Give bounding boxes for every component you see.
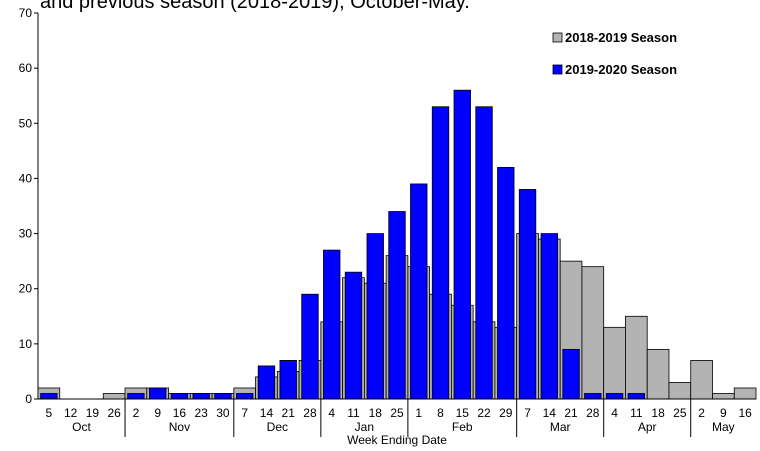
legend-label: 2019-2020 Season [565,62,677,77]
bar [497,166,515,400]
x-tick-label: 28 [586,406,600,420]
bar [712,393,735,400]
x-tick-label: 22 [477,406,491,420]
bar [410,183,428,400]
bar [453,89,471,400]
x-tick-label: 4 [328,406,335,420]
x-tick-label: 5 [46,406,53,420]
x-tick-label: 8 [437,406,444,420]
bar [627,393,646,400]
bar [366,233,384,400]
month-label: Jan [355,420,374,434]
chart-title: and previous season (2018-2019), October… [40,0,470,13]
x-tick-label: 15 [456,406,470,420]
x-tick-label: 21 [564,406,578,420]
bar [236,393,254,400]
legend-swatch [552,32,563,43]
bar [518,189,537,400]
x-tick-label: 2 [133,406,140,420]
x-tick-label: 16 [738,406,752,420]
x-tick-label: 14 [260,406,274,420]
x-tick-label: 26 [107,406,121,420]
bar [170,393,189,400]
x-tick-label: 23 [195,406,209,420]
month-label: Apr [638,420,657,434]
bar [584,393,602,400]
month-label: May [712,420,735,434]
x-tick-label: 25 [390,406,404,420]
bar [301,293,319,400]
bar [344,271,363,400]
x-tick-label: 29 [499,406,513,420]
bar [603,326,626,400]
bar [192,393,210,400]
legend-swatch [552,64,563,75]
x-tick-label: 18 [369,406,383,420]
x-tick-label: 19 [86,406,100,420]
y-tick-label: 70 [19,6,33,20]
x-tick-label: 9 [154,406,161,420]
bar [388,211,406,400]
x-tick-label: 21 [282,406,296,420]
x-tick-label: 2 [698,406,705,420]
bar [214,393,232,400]
month-label: Mar [550,420,571,434]
bar [148,387,167,400]
bar [102,393,126,400]
bar [690,359,713,400]
legend-label: 2018-2019 Season [565,30,677,45]
bar [540,233,558,400]
month-label: Feb [452,420,473,434]
x-tick-label: 11 [630,406,643,420]
bar [733,387,757,400]
bar [475,106,493,400]
bar [605,393,624,400]
y-tick-label: 50 [19,116,33,130]
bar [646,348,670,400]
y-tick-label: 40 [19,171,33,185]
x-tick-label: 11 [347,406,360,420]
bar [581,266,605,400]
x-tick-label: 4 [611,406,618,420]
x-tick-label: 7 [241,406,248,420]
bar [40,393,58,400]
y-tick-label: 60 [19,61,33,75]
bar [279,359,297,400]
month-label: Oct [72,420,91,434]
bar [625,315,648,400]
x-tick-label: 18 [651,406,665,420]
bar [323,249,341,400]
x-tick-label: 28 [303,406,317,420]
bar [127,393,145,400]
bar [668,382,692,400]
y-tick-label: 20 [19,282,33,296]
y-tick-label: 30 [19,227,33,241]
x-tick-label: 25 [673,406,687,420]
month-label: Dec [267,420,288,434]
x-tick-label: 7 [524,406,531,420]
y-tick-label: 10 [19,337,33,351]
x-axis-label: Week Ending Date [347,433,447,447]
x-tick-label: 1 [415,406,422,420]
x-tick-label: 9 [720,406,727,420]
x-tick-label: 30 [216,406,230,420]
bar [431,106,450,400]
x-tick-label: 16 [173,406,187,420]
x-tick-label: 12 [64,406,78,420]
y-tick-label: 0 [25,392,32,406]
month-label: Nov [169,420,190,434]
x-tick-label: 14 [543,406,557,420]
bar [562,348,580,400]
bar [257,365,276,400]
